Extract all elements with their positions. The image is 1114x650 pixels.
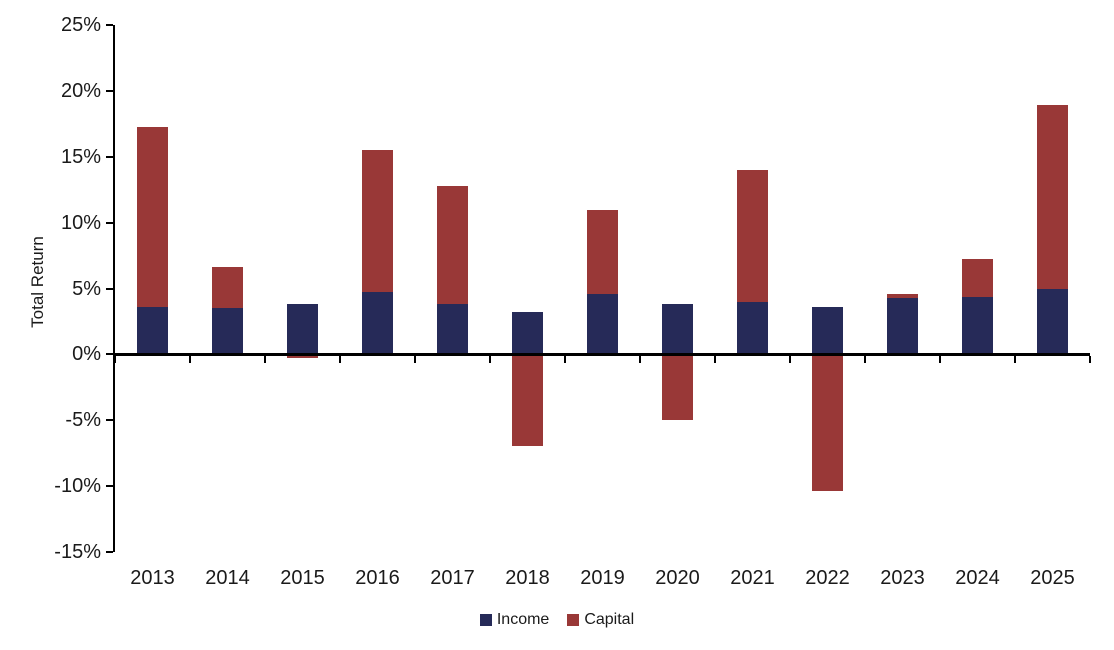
legend-item-capital: Capital — [567, 609, 634, 631]
y-tick-label: 10% — [60, 211, 101, 234]
bar-income-2019 — [587, 293, 618, 355]
y-tick-label: 15% — [60, 145, 101, 168]
y-axis-tick — [106, 287, 113, 290]
bar-income-2016 — [362, 291, 393, 355]
x-tick-label: 2021 — [730, 567, 775, 589]
x-axis-tick — [864, 355, 866, 363]
legend-swatch-income — [479, 614, 492, 626]
plot-area — [106, 24, 1091, 553]
bar-capital-2018 — [512, 354, 543, 446]
bar-income-2025 — [1037, 289, 1068, 355]
x-axis-tick — [639, 355, 641, 363]
y-axis-tick — [106, 419, 113, 422]
x-axis-tick — [714, 355, 716, 363]
x-tick-label: 2022 — [805, 567, 850, 589]
y-tick-label: 20% — [60, 79, 101, 102]
x-axis-tick — [339, 355, 341, 363]
bar-income-2023 — [887, 298, 918, 355]
y-tick-label: -15% — [54, 541, 101, 563]
x-tick-label: 2020 — [655, 567, 700, 589]
legend-label-income: Income — [496, 611, 550, 628]
bar-capital-2014 — [212, 267, 243, 309]
y-tick-label: -10% — [54, 475, 101, 498]
legend: Income Capital — [0, 608, 1114, 632]
x-tick-label: 2014 — [205, 567, 250, 589]
x-tick-label: 2023 — [880, 567, 925, 589]
bar-income-2020 — [662, 303, 693, 355]
bar-income-2017 — [437, 303, 468, 355]
bar-capital-2013 — [137, 127, 168, 307]
bar-income-2013 — [137, 306, 168, 355]
x-tick-label: 2013 — [130, 567, 175, 589]
bar-income-2014 — [212, 308, 243, 355]
bar-capital-2022 — [812, 354, 843, 492]
bar-capital-2017 — [437, 185, 468, 304]
bar-capital-2024 — [962, 258, 993, 298]
bar-income-2015 — [287, 303, 318, 355]
bar-income-2022 — [812, 306, 843, 355]
bar-income-2021 — [737, 301, 768, 355]
bar-capital-2025 — [1037, 105, 1068, 290]
x-tick-label: 2016 — [355, 567, 400, 589]
x-axis-tick — [189, 355, 191, 363]
y-axis-tick — [106, 155, 113, 158]
y-axis-tick — [106, 485, 113, 488]
x-axis-line — [115, 352, 1090, 356]
y-tick-label: 5% — [72, 277, 101, 300]
bar-income-2024 — [962, 297, 993, 355]
x-tick-label: 2025 — [1030, 567, 1075, 589]
bar-income-2018 — [512, 311, 543, 355]
y-tick-label: 0% — [72, 343, 101, 366]
bar-capital-2019 — [587, 210, 618, 294]
bar-capital-2015 — [287, 354, 318, 358]
legend-item-income: Income — [479, 609, 550, 631]
legend-swatch-capital — [567, 614, 580, 626]
y-tick-label: 25% — [60, 14, 101, 36]
x-axis-tick — [1089, 355, 1091, 363]
x-axis-tick — [564, 355, 566, 363]
legend-label-capital: Capital — [584, 611, 635, 628]
x-axis-tick — [1014, 355, 1016, 363]
y-axis-tick — [106, 353, 113, 356]
bar-capital-2023 — [887, 293, 918, 299]
y-axis-tick — [106, 24, 113, 26]
bar-capital-2016 — [362, 149, 393, 292]
x-tick-label: 2017 — [430, 567, 475, 589]
x-axis-tick — [114, 355, 116, 363]
x-tick-label: 2019 — [580, 567, 625, 589]
y-tick-label: -5% — [65, 409, 101, 432]
y-axis-line — [113, 25, 115, 552]
x-axis-tick — [789, 355, 791, 363]
x-tick-label: 2024 — [955, 567, 1000, 589]
bar-capital-2020 — [662, 354, 693, 420]
y-axis-tick — [106, 89, 113, 92]
x-tick-label: 2018 — [505, 567, 550, 589]
y-axis-tick — [106, 221, 113, 224]
x-axis-tick — [264, 355, 266, 363]
x-axis-tick — [939, 355, 941, 363]
bar-capital-2021 — [737, 169, 768, 302]
x-axis-tick — [489, 355, 491, 363]
x-tick-label: 2015 — [280, 567, 325, 589]
x-axis-tick — [414, 355, 416, 363]
y-axis-tick — [106, 551, 113, 553]
